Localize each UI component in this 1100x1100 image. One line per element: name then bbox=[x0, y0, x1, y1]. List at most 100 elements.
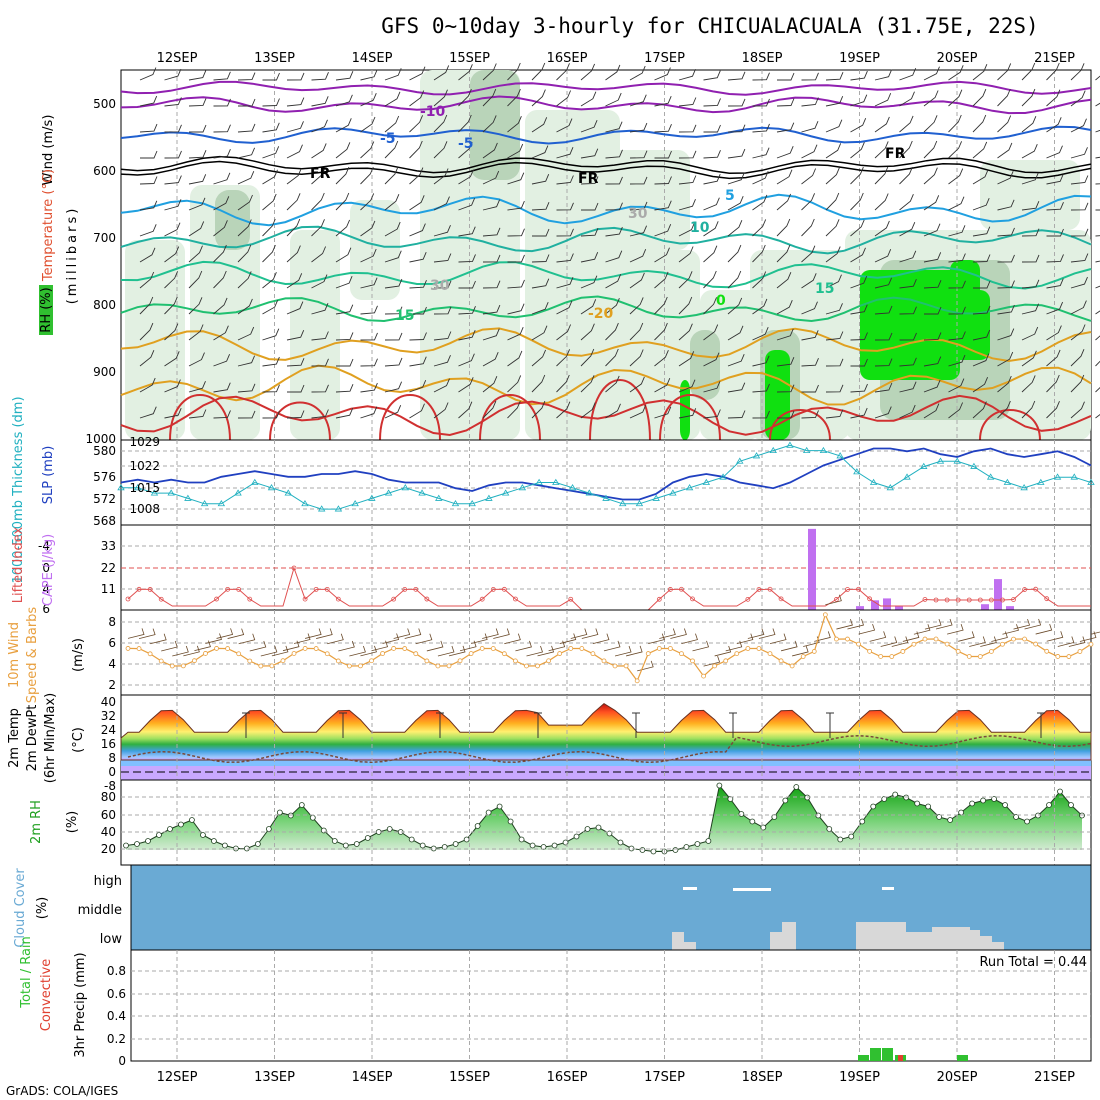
cloud-level-label: middle bbox=[78, 903, 122, 918]
y-tick-label: 22 bbox=[101, 561, 116, 575]
y-tick-label: 4 bbox=[42, 582, 50, 596]
cloud-panel: high middle low Cloud Cover (%) bbox=[13, 864, 1092, 951]
wind-barb bbox=[923, 356, 942, 367]
lifted-index-point bbox=[125, 596, 131, 602]
wind-barb bbox=[752, 147, 770, 159]
rh-grid bbox=[121, 780, 1091, 865]
wind-barb bbox=[948, 168, 964, 185]
wind-barb bbox=[1070, 147, 1088, 159]
wind-barb bbox=[605, 226, 623, 237]
wind10-barb bbox=[769, 633, 787, 644]
wind-barb bbox=[360, 69, 378, 81]
wind-barb bbox=[1046, 401, 1060, 419]
wind-barb bbox=[1046, 62, 1060, 81]
wind-barb bbox=[1095, 209, 1100, 211]
wind-barb bbox=[360, 220, 376, 237]
wind-barb bbox=[1046, 202, 1064, 211]
thickness-point bbox=[1053, 473, 1062, 480]
wind-barb bbox=[213, 244, 227, 263]
wind-barb bbox=[213, 71, 231, 81]
wind-barb bbox=[997, 142, 1013, 159]
wind-barb bbox=[213, 270, 227, 289]
wind10-barb bbox=[382, 633, 400, 644]
wind-barb bbox=[286, 121, 304, 133]
wind10-point bbox=[1022, 636, 1027, 642]
ylabel-rh-units: (%) bbox=[65, 811, 80, 834]
wind-barb bbox=[654, 350, 669, 367]
rh-point bbox=[892, 791, 899, 798]
wind-barb bbox=[1070, 253, 1089, 263]
wind-barb bbox=[482, 227, 501, 237]
isotherm-label: 5 bbox=[725, 188, 735, 204]
lifted-index-point bbox=[656, 596, 662, 602]
wind10-point bbox=[258, 663, 264, 669]
wind-barb bbox=[409, 167, 424, 185]
ylabel-li: Lifted Index bbox=[11, 526, 26, 603]
rh-point bbox=[1068, 802, 1074, 808]
wind-barb bbox=[458, 254, 476, 263]
wind-barb bbox=[360, 193, 375, 211]
wind-barb bbox=[286, 301, 304, 315]
y-tick-label: 24 bbox=[101, 723, 116, 737]
wind-barb bbox=[164, 351, 180, 367]
wind10-point bbox=[944, 641, 950, 647]
wind-barb bbox=[703, 270, 717, 289]
wind-barb bbox=[1046, 174, 1064, 185]
wind-barb bbox=[899, 166, 913, 185]
wind-barb bbox=[1095, 335, 1100, 341]
isotherm bbox=[120, 260, 1092, 290]
lifted-index-point bbox=[988, 597, 994, 603]
rh-fill bbox=[123, 782, 1085, 855]
wind10-point bbox=[745, 646, 751, 651]
wind-barb bbox=[213, 220, 228, 237]
wind-barb bbox=[335, 247, 352, 263]
wind-barb bbox=[360, 305, 378, 315]
top-day-label: 20SEP bbox=[937, 51, 978, 66]
wind10-point bbox=[369, 658, 374, 664]
wind-barb bbox=[164, 175, 182, 185]
rh-point bbox=[617, 839, 624, 846]
convective-bar bbox=[898, 1055, 903, 1061]
wind-barb bbox=[874, 93, 892, 107]
top-day-labels: 12SEP 13SEP 14SEP 15SEP 16SEP 17SEP 18SEP 19SEP… bbox=[157, 51, 1076, 66]
thickness-point bbox=[267, 484, 276, 491]
wind10-point bbox=[900, 649, 906, 654]
wind-barb bbox=[629, 201, 648, 211]
wind-barb bbox=[703, 98, 721, 107]
rh-point bbox=[386, 826, 393, 832]
ylabel-millibars: (millibars) bbox=[65, 206, 80, 305]
wind-barb bbox=[1021, 303, 1040, 315]
wind-barb bbox=[972, 198, 990, 211]
wind-barb bbox=[1021, 400, 1036, 419]
wind10-barb bbox=[1068, 636, 1086, 647]
wind-barb bbox=[825, 274, 842, 289]
rh-point bbox=[716, 782, 723, 789]
lifted-index-point bbox=[778, 596, 784, 602]
wind10-point bbox=[789, 663, 795, 669]
wind-barb bbox=[286, 97, 305, 107]
thickness-point bbox=[468, 499, 476, 507]
wind-barb bbox=[580, 375, 595, 393]
thickness-point bbox=[585, 489, 593, 496]
wind-barb bbox=[605, 250, 623, 263]
wind-barb bbox=[1095, 183, 1100, 185]
wind-barb bbox=[923, 223, 941, 237]
wind10-point bbox=[490, 646, 496, 651]
wind-barb bbox=[433, 378, 450, 393]
wind10-point bbox=[269, 663, 275, 669]
lifted-index-point bbox=[690, 596, 695, 602]
wind-barb bbox=[556, 228, 574, 237]
rh-point bbox=[936, 814, 943, 820]
wind-barb bbox=[556, 277, 574, 289]
high-cloud bbox=[683, 887, 697, 890]
isotherm bbox=[120, 125, 1092, 145]
rh-point bbox=[496, 803, 503, 810]
wind-barb bbox=[531, 202, 550, 211]
wind-barb bbox=[335, 166, 350, 185]
wind-barb bbox=[1095, 102, 1100, 107]
wind-barb bbox=[1021, 172, 1039, 185]
wind-barb bbox=[727, 270, 742, 289]
wind-barb bbox=[678, 199, 696, 211]
wind-barb bbox=[188, 409, 207, 419]
